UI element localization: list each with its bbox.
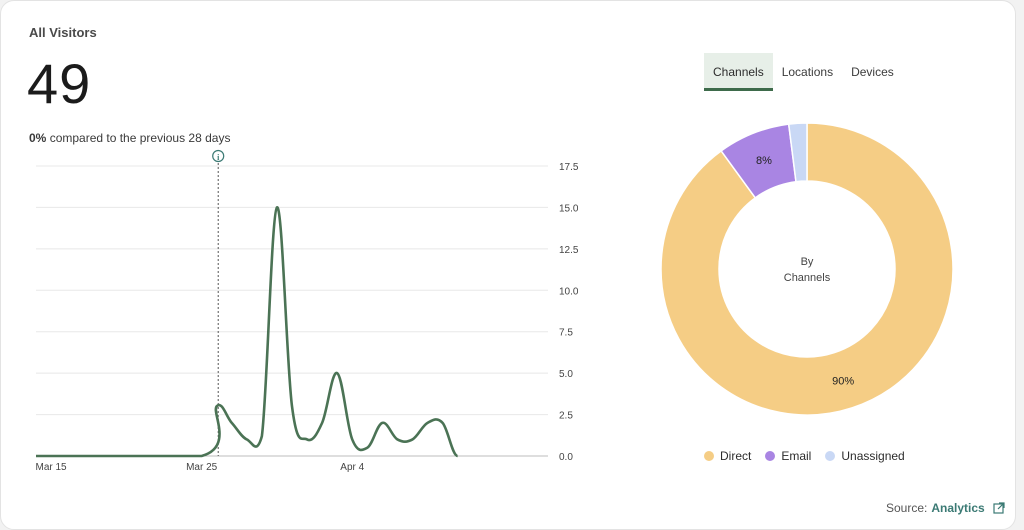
x-tick-label: Mar 15 [35, 462, 67, 473]
donut-center-label: By [801, 256, 814, 268]
y-tick-label: 17.5 [559, 162, 579, 173]
tab-channels[interactable]: Channels [704, 53, 773, 91]
breakdown-tabs: Channels Locations Devices [704, 53, 903, 91]
card-title: All Visitors [29, 25, 97, 40]
legend-label-email: Email [781, 449, 812, 463]
y-tick-label: 0.0 [559, 452, 573, 463]
donut-legend: Direct Email Unassigned [704, 449, 905, 463]
legend-item-direct[interactable]: Direct [704, 449, 751, 463]
legend-label-unassigned: Unassigned [841, 449, 905, 463]
visitors-series-line [36, 206, 459, 458]
y-tick-label: 7.5 [559, 328, 573, 339]
legend-item-email[interactable]: Email [765, 449, 811, 463]
legend-dot-direct [704, 451, 714, 461]
legend-dot-email [765, 451, 776, 461]
tab-devices[interactable]: Devices [851, 65, 894, 79]
y-tick-label: 10.0 [559, 286, 579, 297]
y-tick-label: 5.0 [559, 369, 573, 380]
source-prefix: Source: [886, 501, 928, 515]
legend-item-unassigned[interactable]: Unassigned [825, 449, 905, 463]
legend-label-direct: Direct [720, 449, 752, 463]
slice-label-direct: 90% [832, 375, 854, 387]
comparison-percent: 0% [29, 131, 47, 145]
legend-dot-unassigned [825, 451, 836, 461]
donut-center-label: Channels [784, 272, 831, 284]
info-icon [212, 149, 225, 163]
slice-label-email: 8% [756, 155, 772, 167]
comparison-text: 0% compared to the previous 28 days [29, 131, 230, 145]
total-visitors: 49 [27, 52, 92, 115]
channels-donut-chart[interactable]: 90% 8% By Channels [651, 113, 963, 425]
x-tick-label: Mar 25 [186, 462, 218, 473]
x-tick-label: Apr 4 [340, 462, 364, 473]
external-link-icon[interactable] [993, 502, 1005, 514]
y-tick-label: 2.5 [559, 411, 573, 422]
visitors-line-chart[interactable]: 0.0 2.5 5.0 7.5 10.0 12.5 15.0 17.5 Mar 15 Mar 25… [1, 141, 601, 481]
y-tick-label: 12.5 [559, 245, 579, 256]
slice-unassigned [787, 122, 808, 183]
info-icon-glyph: i [217, 153, 220, 162]
slice-direct [660, 122, 954, 416]
comparison-label: compared to the previous 28 days [49, 131, 231, 145]
y-tick-label: 15.0 [559, 203, 579, 214]
analytics-link[interactable]: Analytics [931, 501, 985, 515]
tab-locations[interactable]: Locations [781, 65, 834, 79]
source-attribution: Source: Analytics [886, 501, 1005, 515]
